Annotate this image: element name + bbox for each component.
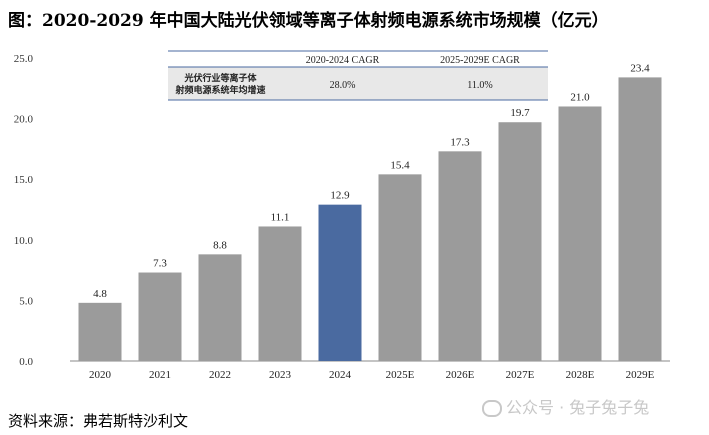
value-label: 21.0 — [570, 91, 590, 103]
watermark-text: 公众号 · 兔子兔子兔 — [506, 398, 650, 417]
x-tick-label: 2027E — [506, 369, 535, 381]
x-tick-label: 2025E — [386, 369, 415, 381]
chart-title: 图：2020-2029 年中国大陆光伏领域等离子体射频电源系统市场规模（亿元） — [8, 11, 609, 31]
x-tick-label: 2022 — [209, 369, 231, 381]
value-label: 17.3 — [450, 136, 470, 148]
table-value-2020-2024: 28.0% — [330, 80, 356, 91]
value-label: 4.8 — [93, 288, 107, 300]
bar-2023 — [258, 226, 302, 361]
bar-2021 — [138, 272, 182, 361]
bar-2028E — [558, 106, 602, 361]
table-row-label: 光伏行业等离子体 — [183, 72, 257, 84]
value-label: 8.8 — [213, 239, 227, 251]
value-label: 19.7 — [510, 107, 530, 119]
value-label: 15.4 — [390, 159, 410, 171]
table-header-2020-2024: 2020-2024 CAGR — [306, 55, 380, 66]
value-label: 7.3 — [153, 258, 167, 270]
y-tick-label: 0.0 — [19, 356, 33, 368]
bar-2024 — [318, 204, 362, 361]
x-tick-label: 2024 — [329, 369, 352, 381]
bar-2029E — [618, 77, 662, 361]
x-tick-label: 2020 — [89, 369, 112, 381]
bar-2020 — [78, 302, 122, 361]
bars: 4.8 7.3 8.8 11.1 12.9 15.4 17.3 19.7 21.0 23.4 — [78, 62, 662, 362]
source-note: 资料来源：弗若斯特沙利文 — [8, 412, 189, 430]
y-tick-label: 15.0 — [14, 174, 34, 186]
y-tick-label: 10.0 — [14, 235, 34, 247]
cagr-table: 2020-2024 CAGR 2025-2029E CAGR 光伏行业等离子体射频电… — [168, 50, 548, 101]
table-header-2025-2029: 2025-2029E CAGR — [440, 55, 520, 66]
value-label: 23.4 — [630, 62, 650, 74]
x-tick-label: 2028E — [566, 369, 595, 381]
y-tick-label: 20.0 — [14, 114, 34, 126]
bar-2025E — [378, 174, 422, 361]
table-row-label: 射频电源系统年均增速 — [174, 84, 265, 96]
wechat-icon — [482, 400, 502, 417]
table-value-2025-2029: 11.0% — [467, 80, 492, 91]
watermark: 公众号 · 兔子兔子兔 — [482, 394, 649, 418]
x-tick-label: 2023 — [269, 369, 292, 381]
x-tick-label: 2021 — [149, 369, 171, 381]
x-tick-label: 2029E — [626, 369, 655, 381]
y-tick-label: 25.0 — [14, 53, 34, 65]
y-tick-label: 5.0 — [19, 295, 33, 307]
x-tick-label: 2026E — [446, 369, 475, 381]
bar-2022 — [198, 254, 242, 361]
bar-2027E — [498, 122, 542, 362]
bar-2026E — [438, 151, 482, 361]
value-label: 12.9 — [330, 190, 350, 202]
table-row-bg — [168, 67, 548, 100]
value-label: 11.1 — [271, 211, 290, 223]
